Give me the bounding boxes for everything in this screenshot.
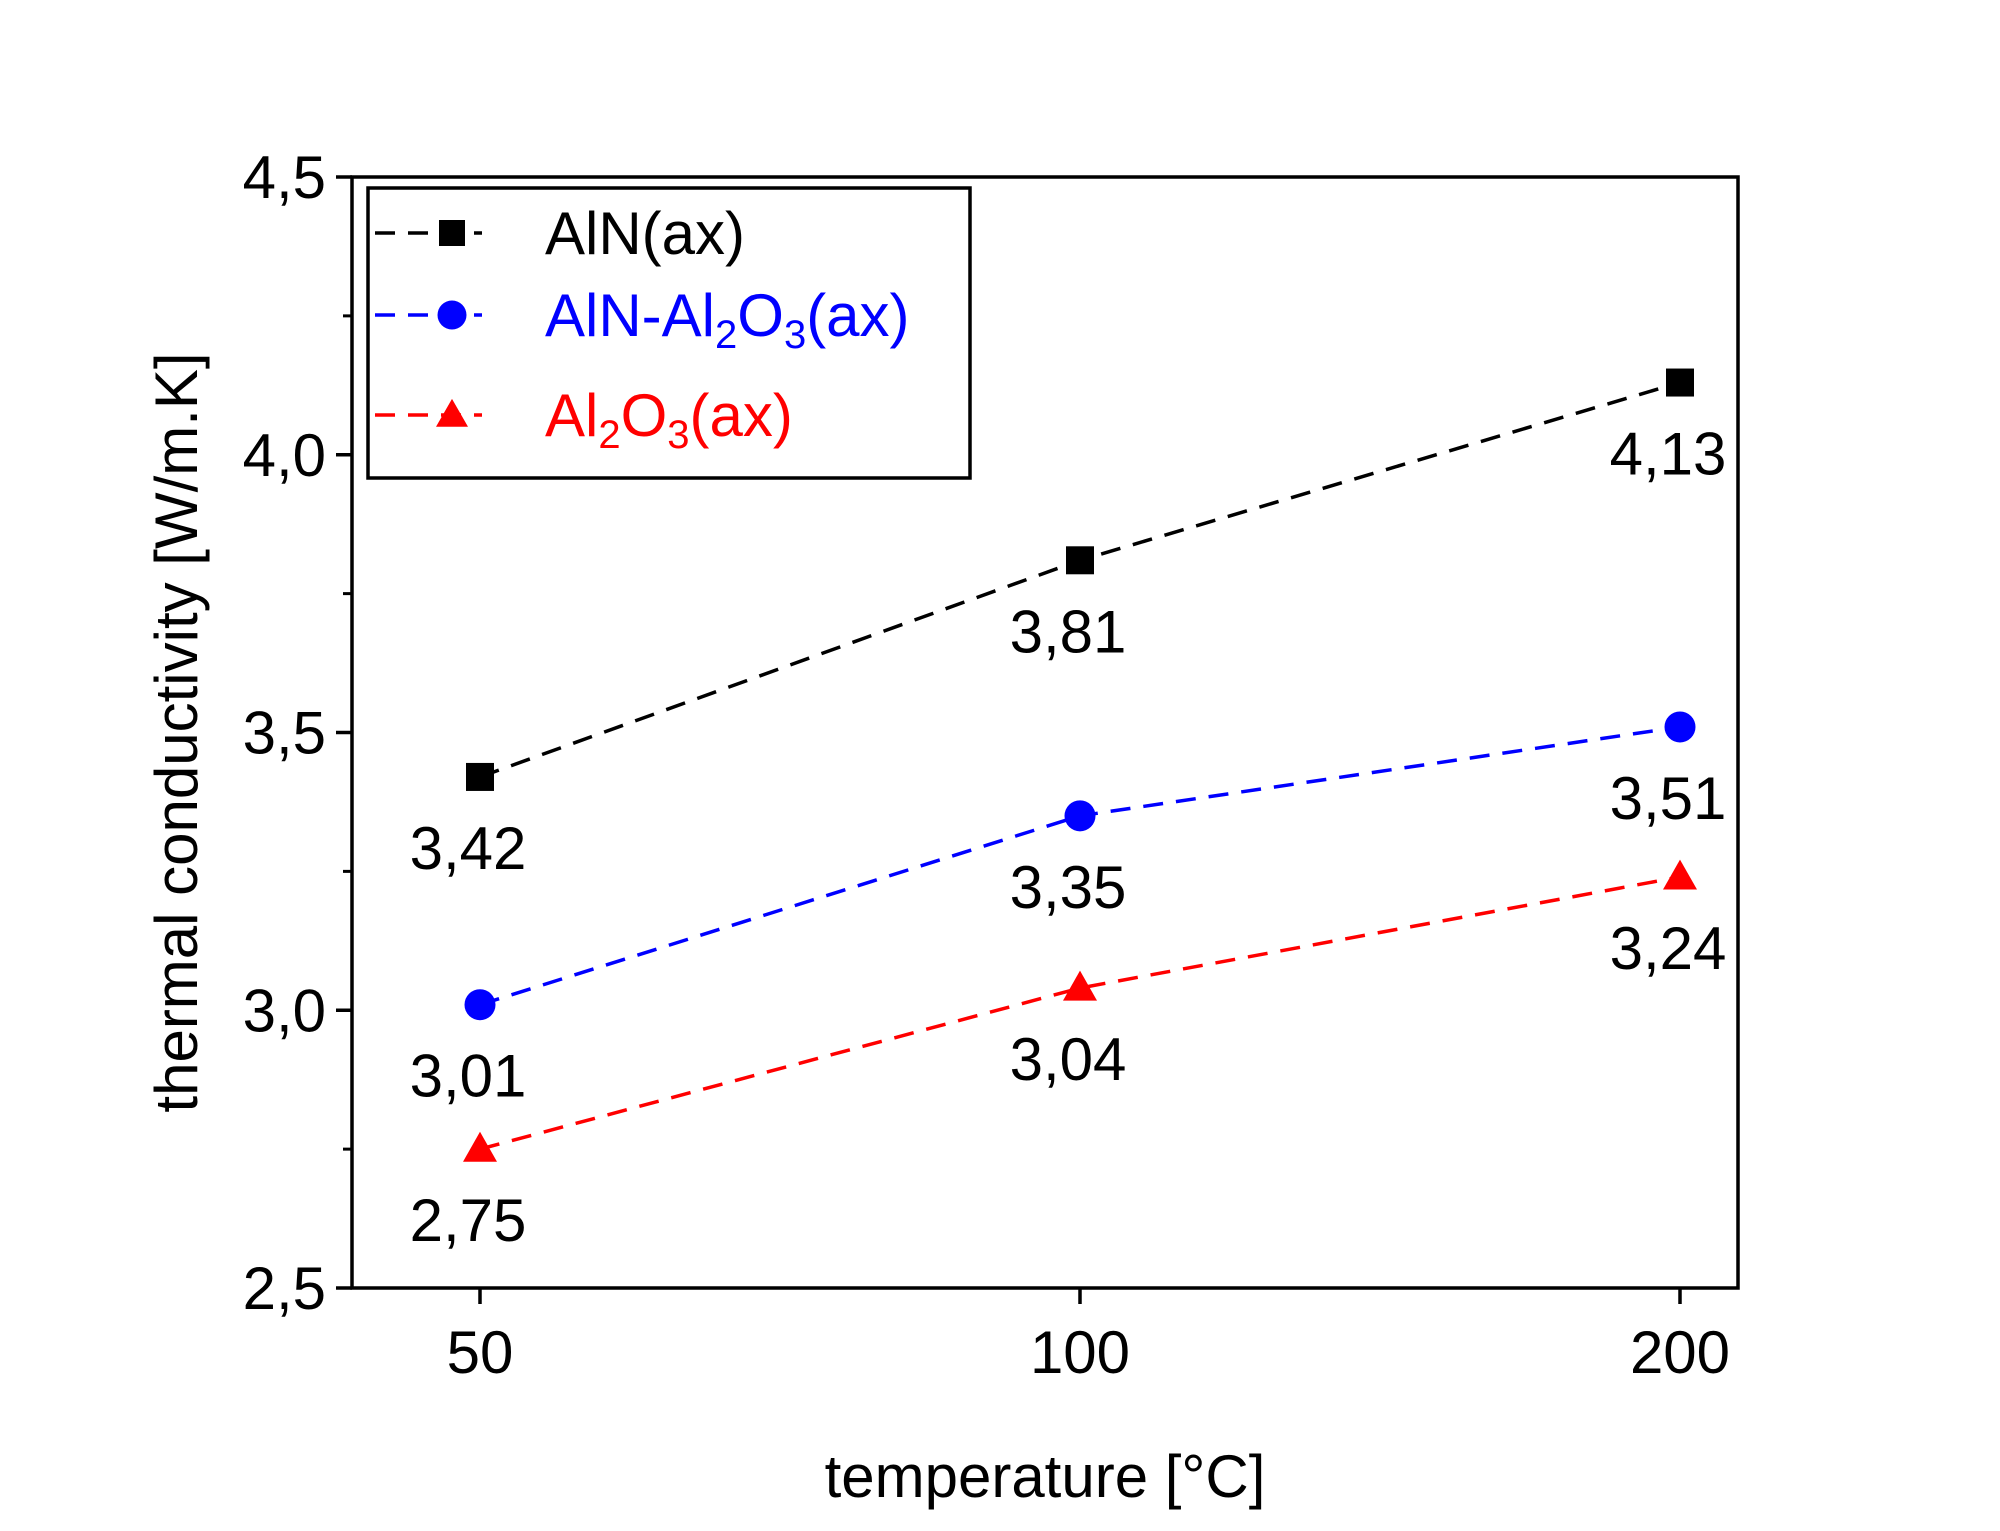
- x-tick-label: 50: [447, 1319, 514, 1386]
- data-point-triangle: [436, 398, 468, 427]
- data-point-circle: [437, 300, 467, 330]
- data-point-triangle: [1663, 859, 1697, 890]
- data-point-circle: [1064, 800, 1096, 832]
- y-axis-title: thermal conductivity [W/m.K]: [143, 352, 210, 1112]
- legend-box: [366, 186, 972, 480]
- series-markers: [463, 368, 1697, 1162]
- legend-label: Al2O3(ax): [545, 382, 793, 457]
- data-label: 3,81: [1010, 598, 1127, 665]
- data-point-triangle: [463, 1131, 497, 1162]
- data-labels: 3,42 3,81 4,13 3,01 3,35 3,51 2,75 3,04 3,24: [410, 421, 1727, 1255]
- data-label: 3,42: [410, 815, 527, 882]
- data-label: 3,35: [1010, 854, 1127, 921]
- data-label: 4,13: [1610, 421, 1727, 488]
- data-point-triangle: [1063, 970, 1097, 1001]
- y-tick-label: 2,5: [243, 1255, 326, 1322]
- y-tick-label: 3,0: [243, 977, 326, 1044]
- data-point-square: [1066, 546, 1094, 575]
- x-axis-title: temperature [°C]: [825, 1443, 1266, 1510]
- data-label: 3,24: [1610, 915, 1727, 982]
- y-tick-label: 4,5: [243, 144, 326, 211]
- data-label: 3,51: [1610, 765, 1727, 832]
- data-point-square: [439, 220, 465, 246]
- series-line: [479, 875, 1681, 1151]
- data-label: 2,75: [410, 1187, 527, 1254]
- data-point-circle: [464, 989, 496, 1021]
- legend-label: AlN-Al2O3(ax): [545, 282, 910, 357]
- x-axis-ticks: 50 100 200: [447, 1288, 1730, 1386]
- x-tick-label: 100: [1030, 1319, 1130, 1386]
- data-point-square: [466, 762, 494, 791]
- x-tick-label: 200: [1630, 1319, 1730, 1386]
- y-axis-ticks: 2,5 3,0 3,5 4,0 4,5: [243, 144, 352, 1322]
- data-label: 3,01: [410, 1043, 527, 1110]
- y-tick-label: 3,5: [243, 700, 326, 767]
- data-label: 3,04: [1010, 1026, 1127, 1093]
- data-point-square: [1666, 368, 1694, 397]
- legend-label: AlN(ax): [545, 200, 745, 267]
- y-tick-label: 4,0: [243, 422, 326, 489]
- data-point-circle: [1664, 711, 1696, 743]
- legend: AlN(ax) AlN-Al2O3(ax) Al2O3(ax): [366, 186, 972, 480]
